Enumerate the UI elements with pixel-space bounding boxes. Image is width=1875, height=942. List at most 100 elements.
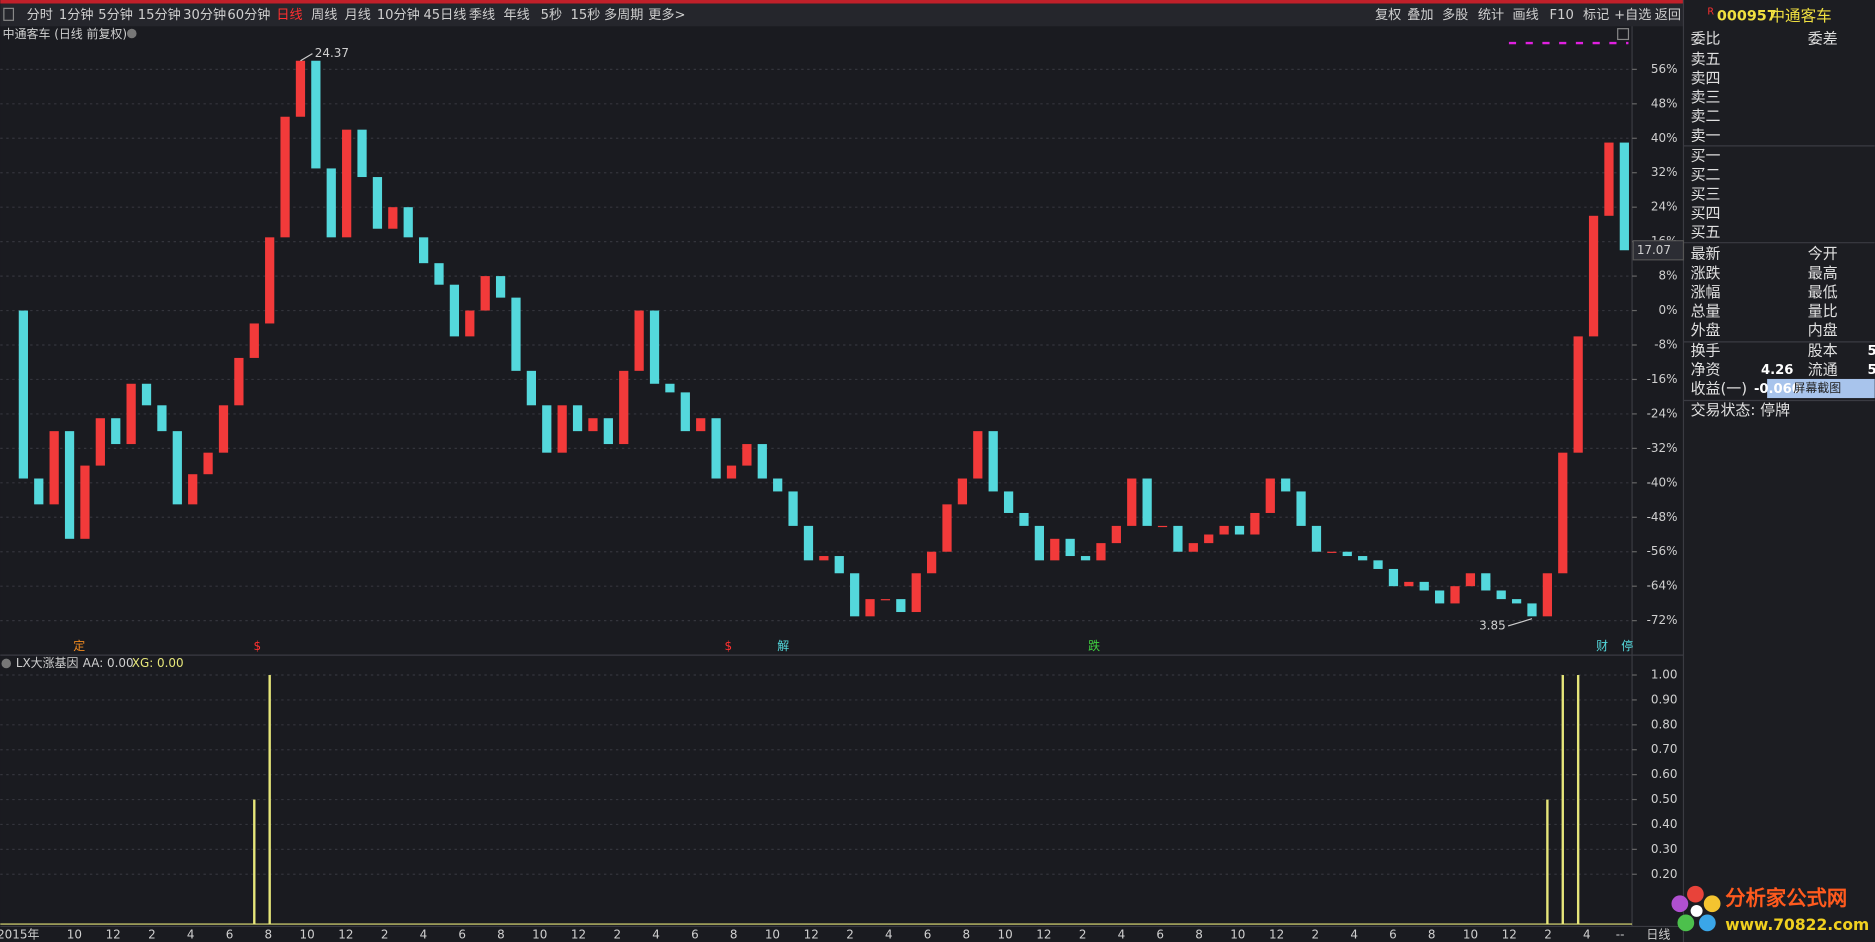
y-tick-label: 56% bbox=[1651, 62, 1678, 76]
candle bbox=[188, 474, 198, 505]
candle bbox=[18, 310, 28, 479]
quote-value: 4.26 bbox=[1761, 363, 1793, 378]
candle bbox=[726, 465, 737, 479]
candle bbox=[326, 168, 336, 238]
window-icon[interactable] bbox=[1617, 28, 1630, 41]
period-button[interactable]: 周线 bbox=[311, 7, 337, 23]
x-tick-label: 4 bbox=[652, 927, 660, 941]
candle bbox=[1250, 512, 1260, 535]
candle bbox=[1404, 581, 1414, 587]
period-button[interactable]: 60分钟 bbox=[227, 6, 270, 23]
quote-label: 量比 bbox=[1808, 302, 1838, 320]
last-price-label: 17.07 bbox=[1637, 243, 1671, 257]
period-button[interactable]: 分时 bbox=[27, 7, 53, 23]
x-tick-label: 2 bbox=[1544, 927, 1552, 941]
x-tick-label: 8 bbox=[1195, 927, 1203, 941]
candle bbox=[342, 129, 352, 238]
period-button[interactable]: 5分钟 bbox=[98, 6, 133, 23]
tool-button[interactable]: 标记 bbox=[1583, 7, 1609, 23]
x-tick-label: 6 bbox=[691, 927, 699, 941]
y-tick-label: 0.50 bbox=[1651, 792, 1678, 806]
tool-button[interactable]: +自选 bbox=[1614, 7, 1651, 23]
period-button[interactable]: 5秒 bbox=[541, 7, 562, 23]
period-button[interactable]: 10分钟 bbox=[377, 6, 420, 23]
candle bbox=[465, 310, 475, 337]
settings-icon[interactable] bbox=[126, 28, 137, 39]
period-button[interactable]: 45日线 bbox=[423, 7, 466, 23]
candle bbox=[1234, 525, 1245, 535]
x-tick-label: 8 bbox=[1428, 927, 1436, 941]
candle bbox=[1173, 525, 1183, 552]
period-button[interactable]: 季线 bbox=[469, 7, 495, 23]
menu-icon[interactable] bbox=[3, 7, 15, 21]
candle bbox=[927, 551, 937, 574]
logo-name: 分析家公式网 bbox=[1725, 886, 1847, 910]
stock-code: 000957 bbox=[1717, 9, 1777, 25]
candle bbox=[1204, 534, 1214, 544]
period-button[interactable]: 30分钟 bbox=[183, 6, 226, 23]
period-button[interactable]: 月线 bbox=[345, 7, 371, 23]
x-tick-label: 2 bbox=[846, 927, 854, 941]
bar bbox=[1576, 675, 1580, 925]
candle bbox=[1050, 538, 1060, 561]
low-pointer bbox=[1507, 618, 1533, 627]
candle bbox=[1373, 560, 1383, 569]
legend-xg: XG: 0.00 bbox=[132, 656, 184, 670]
candle bbox=[80, 465, 90, 539]
candle bbox=[172, 431, 182, 505]
candle bbox=[880, 599, 891, 601]
x-tick-label: 4 bbox=[885, 927, 893, 941]
tool-button[interactable]: 叠加 bbox=[1407, 7, 1433, 23]
tool-button[interactable]: 画线 bbox=[1513, 7, 1539, 23]
y-tick-label: 0.40 bbox=[1651, 817, 1678, 831]
candle bbox=[649, 310, 660, 384]
candle bbox=[203, 452, 213, 475]
candle bbox=[1527, 603, 1537, 617]
y-tick-label: 40% bbox=[1651, 131, 1678, 145]
x-tick-label: 10 bbox=[67, 927, 82, 941]
candle bbox=[1358, 556, 1368, 561]
tooltip: 屏幕截图 bbox=[1793, 381, 1841, 395]
candle bbox=[1588, 215, 1599, 337]
period-button[interactable]: 15分钟 bbox=[138, 6, 181, 23]
candle bbox=[557, 405, 567, 453]
x-tick-label: 12 bbox=[1036, 927, 1051, 941]
tool-button[interactable]: 多股 bbox=[1442, 6, 1468, 23]
candle bbox=[1619, 142, 1629, 251]
x-tick-label: 10 bbox=[532, 927, 547, 941]
y-tick-label: 8% bbox=[1659, 269, 1678, 283]
candle bbox=[1281, 478, 1291, 492]
tool-button[interactable]: 复权 bbox=[1375, 6, 1401, 23]
toolbar-bg bbox=[0, 3, 1684, 27]
bid-label: 买二 bbox=[1691, 166, 1721, 184]
tool-button[interactable]: F10 bbox=[1550, 8, 1574, 23]
x-tick-label: 4 bbox=[1583, 927, 1591, 941]
quote-label: 总量 bbox=[1691, 302, 1721, 320]
candle bbox=[542, 405, 552, 453]
quote-label: 外盘 bbox=[1691, 321, 1721, 339]
period-button[interactable]: 15秒 bbox=[571, 7, 601, 23]
quote-label: 涨幅 bbox=[1691, 283, 1721, 301]
x-tick-label: 8 bbox=[497, 927, 505, 941]
quote-value: 5 bbox=[1868, 344, 1875, 359]
candle bbox=[1604, 142, 1614, 216]
x-tick-label: 4 bbox=[1350, 927, 1358, 941]
period-button[interactable]: 年线 bbox=[504, 7, 530, 23]
bar bbox=[253, 799, 256, 925]
x-tick-label: 8 bbox=[963, 927, 971, 941]
period-button[interactable]: 日线 bbox=[276, 7, 302, 23]
period-button[interactable]: 1分钟 bbox=[59, 6, 94, 23]
event-marker: 财 bbox=[1596, 639, 1608, 653]
flag: R bbox=[1707, 6, 1714, 17]
bid-label: 买四 bbox=[1691, 204, 1721, 222]
candle bbox=[942, 504, 952, 552]
tool-button[interactable]: 统计 bbox=[1478, 7, 1504, 23]
period-button[interactable]: 更多> bbox=[648, 6, 685, 23]
candle bbox=[280, 116, 290, 238]
event-marker: 定 bbox=[73, 638, 85, 653]
candle bbox=[834, 556, 844, 574]
candle bbox=[1435, 590, 1445, 604]
period-button[interactable]: 多周期 bbox=[604, 6, 643, 23]
indicator-icon[interactable] bbox=[1, 658, 12, 669]
tool-button[interactable]: 返回 bbox=[1655, 7, 1681, 23]
